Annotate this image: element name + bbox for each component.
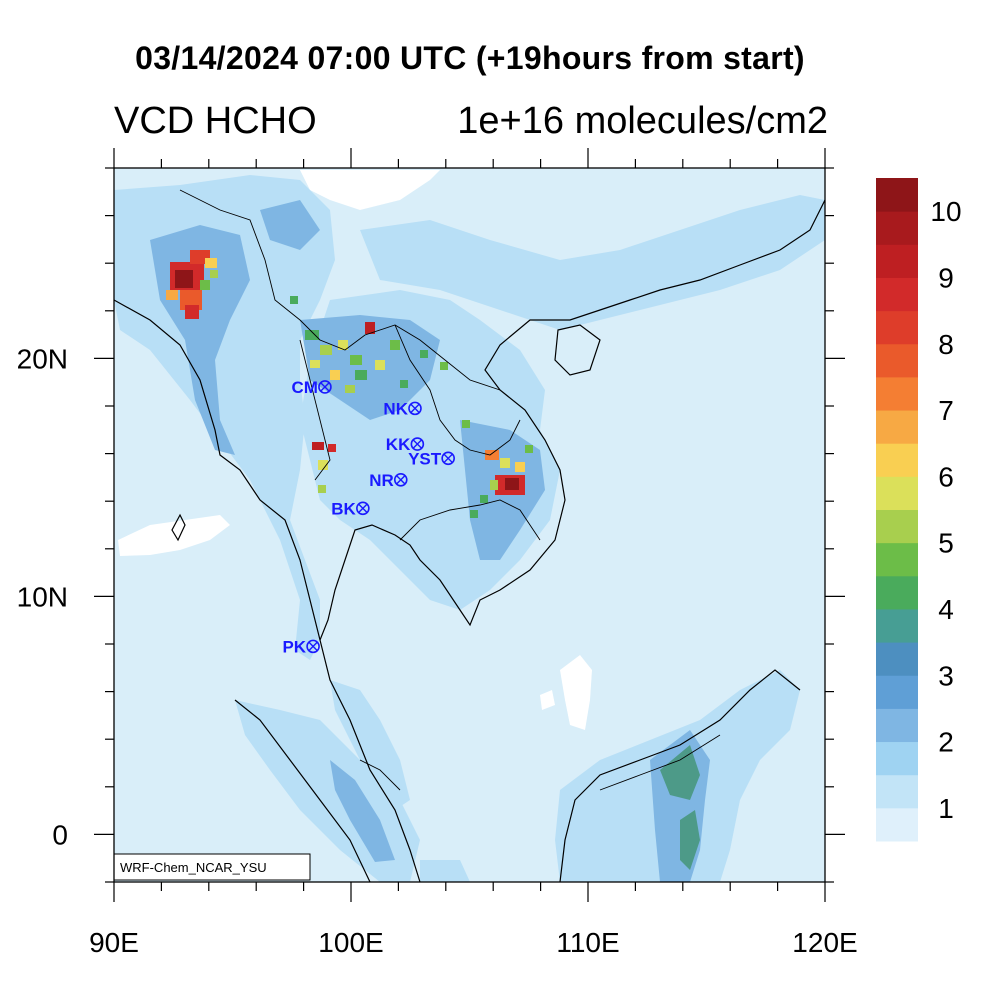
station-marker-cross <box>412 439 423 449</box>
coastlines <box>114 199 825 882</box>
colorbar-segment <box>876 675 918 709</box>
colorbar-segment <box>876 542 918 577</box>
credit-box <box>114 853 311 881</box>
colorbar-segment <box>876 608 918 643</box>
station-label: PK <box>282 637 306 656</box>
station-marker-cross <box>443 453 453 464</box>
colorbar-segment <box>876 310 918 345</box>
colorbar-label: 4 <box>938 594 954 625</box>
station-marker-icon <box>441 451 455 466</box>
colorbar-segment <box>876 774 918 809</box>
colorbar-segment <box>876 575 918 610</box>
colorbar-label: 6 <box>938 461 954 492</box>
units-label: 1e+16 molecules/cm2 <box>457 100 828 142</box>
colorbar-label: 9 <box>938 262 954 293</box>
station-label: NR <box>369 471 394 490</box>
station-marker-icon <box>306 639 320 654</box>
station-marker-icon <box>356 501 370 516</box>
station-marker-icon <box>410 437 425 451</box>
station-marker-icon <box>408 401 422 416</box>
station-label: NK <box>383 399 408 418</box>
station-marker-icon <box>318 380 332 394</box>
low-value-areas <box>118 170 592 730</box>
colorbar-segment <box>876 476 918 510</box>
colorbar-label: 3 <box>938 660 954 691</box>
colorbar-segment <box>876 244 918 278</box>
x-tick-label: 110E <box>556 927 619 958</box>
colorbar-label: 10 <box>930 196 961 227</box>
colorbar-label: 8 <box>938 329 954 360</box>
colorbar-segment <box>876 376 918 411</box>
colorbar-segment <box>876 509 918 544</box>
station-marker-cross <box>410 403 420 414</box>
x-tick-label: 120E <box>792 927 857 958</box>
axis-tick-labels: 90E 100E 110E 120E 0 10N 20N <box>17 343 858 958</box>
plot-frame <box>113 167 826 883</box>
colorbar-label: 1 <box>938 793 954 824</box>
colorbar-labels: 1 2 3 4 5 6 7 8 9 10 <box>930 196 961 824</box>
station-label: YST <box>408 449 442 468</box>
colorbar-segment <box>876 741 918 776</box>
colorbar-label: 2 <box>938 727 954 758</box>
axis-ticks <box>94 148 845 902</box>
credit-label: WRF-Chem_NCAR_YSU <box>120 860 267 875</box>
station-marker-cross <box>396 475 406 485</box>
variable-name: VCD HCHO <box>114 100 317 142</box>
y-tick-label: 20N <box>17 343 68 374</box>
station-marker-cross <box>358 503 368 514</box>
x-tick-label: 100E <box>318 927 383 958</box>
colorbar-segment <box>876 178 918 212</box>
colorbar-segment <box>876 642 918 676</box>
country-borders <box>179 189 721 791</box>
colorbar-segment <box>876 708 918 743</box>
station-label: BK <box>331 499 356 518</box>
colorbar-segment <box>876 343 918 378</box>
colorbar <box>876 178 918 842</box>
colorbar-label: 5 <box>938 528 954 559</box>
high-value-areas <box>660 745 700 870</box>
y-tick-label: 10N <box>17 581 68 612</box>
colorbar-segment <box>876 211 918 245</box>
colorbar-segment <box>876 410 918 444</box>
hotspot-north-thailand <box>305 322 448 493</box>
map-title: 03/14/2024 07:00 UTC (+19hours from star… <box>135 40 805 76</box>
station-label: CM <box>291 378 317 397</box>
colorbar-segment <box>876 807 918 842</box>
y-tick-label: 0 <box>52 819 68 850</box>
x-tick-label: 90E <box>89 927 139 958</box>
colorbar-segment <box>876 277 918 312</box>
hotspot-myanmar <box>166 250 298 319</box>
colorbar-segment <box>876 443 918 477</box>
station-marker-cross <box>308 641 318 652</box>
station-marker-cross <box>320 382 330 392</box>
station-marker-icon <box>393 472 408 487</box>
station-label: KK <box>386 435 411 454</box>
colorbar-label: 7 <box>938 395 954 426</box>
hotspot-central-highlands <box>462 420 533 518</box>
